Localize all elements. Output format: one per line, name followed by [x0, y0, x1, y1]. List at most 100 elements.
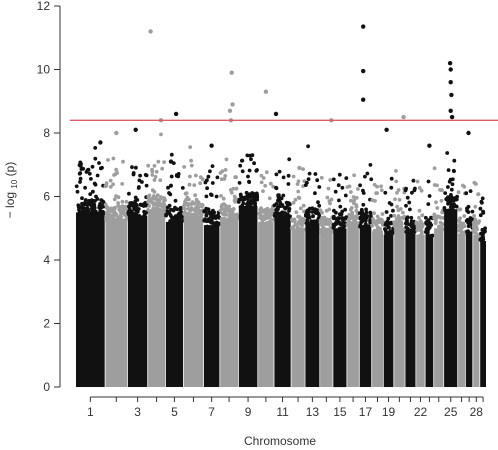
point [480, 196, 485, 201]
point [349, 198, 353, 203]
point [91, 207, 96, 212]
point [233, 175, 238, 180]
point [209, 193, 214, 198]
top-hit-point [227, 108, 233, 114]
point [210, 181, 215, 185]
point [191, 214, 196, 219]
point [87, 171, 92, 176]
point [191, 207, 196, 212]
point [168, 220, 173, 225]
point [248, 153, 252, 158]
point [296, 214, 300, 219]
point [379, 184, 383, 189]
point [97, 161, 101, 165]
point [479, 238, 484, 243]
point [468, 189, 473, 194]
point [160, 205, 165, 209]
point [274, 212, 278, 217]
point [366, 224, 371, 229]
y-tick-label: 4 [43, 253, 50, 267]
point [89, 210, 94, 215]
point [115, 171, 119, 175]
point [207, 219, 211, 224]
y-tick-label: 10 [37, 63, 51, 77]
point [83, 200, 87, 205]
top-hit-point [273, 111, 279, 117]
point [356, 187, 360, 191]
point [395, 190, 399, 195]
point [151, 194, 156, 198]
point [184, 198, 188, 202]
point [425, 230, 430, 235]
chromosome-22-bulk [416, 234, 425, 387]
point [317, 185, 322, 189]
point [94, 194, 98, 199]
point [169, 152, 174, 157]
point [337, 198, 341, 203]
top-hit-point [114, 130, 119, 136]
point [258, 215, 262, 220]
x-tick-label: 11 [276, 405, 289, 419]
point [93, 210, 98, 215]
chromosome-12-bulk [291, 228, 305, 388]
point [302, 217, 306, 222]
point [397, 197, 402, 202]
point [157, 203, 162, 208]
point [153, 201, 158, 206]
point [313, 191, 317, 196]
point [392, 223, 397, 228]
top-hit-point [449, 114, 455, 120]
point [429, 233, 434, 238]
point [347, 212, 352, 217]
point [371, 217, 375, 221]
point [312, 219, 317, 224]
point [154, 169, 159, 174]
point [236, 200, 241, 204]
point [188, 174, 192, 179]
point [407, 200, 412, 205]
point [323, 222, 328, 227]
point [271, 217, 275, 222]
point [263, 183, 268, 188]
point [311, 214, 315, 219]
top-hit-point [297, 165, 302, 171]
point [404, 221, 408, 226]
point [404, 203, 408, 208]
point [337, 226, 342, 231]
point [320, 218, 325, 223]
point [454, 195, 459, 200]
point [180, 186, 185, 190]
point [159, 132, 163, 137]
point [296, 195, 301, 200]
point [368, 210, 373, 215]
point [374, 219, 378, 224]
point [417, 186, 422, 190]
chromosome-6-points [182, 145, 205, 387]
point [173, 221, 178, 226]
point [391, 208, 395, 213]
point [78, 171, 83, 175]
point [483, 229, 487, 234]
y-tick-label: 6 [43, 190, 50, 204]
chromosome-25-points [442, 151, 459, 387]
point [103, 202, 108, 207]
point [187, 182, 192, 187]
point [348, 220, 352, 225]
point [228, 216, 233, 221]
point [268, 219, 272, 224]
point [379, 230, 384, 235]
point [102, 211, 106, 216]
point [120, 199, 125, 204]
point [265, 221, 269, 226]
top-hit-point [148, 29, 153, 34]
chromosome-22-points [414, 179, 425, 387]
point [384, 210, 389, 214]
chromosome-18-bulk [372, 231, 383, 387]
point [224, 157, 229, 162]
point [152, 178, 157, 182]
top-hit-point [133, 127, 138, 132]
point [126, 191, 131, 196]
point [204, 213, 209, 218]
point [317, 213, 322, 218]
point [399, 220, 404, 225]
